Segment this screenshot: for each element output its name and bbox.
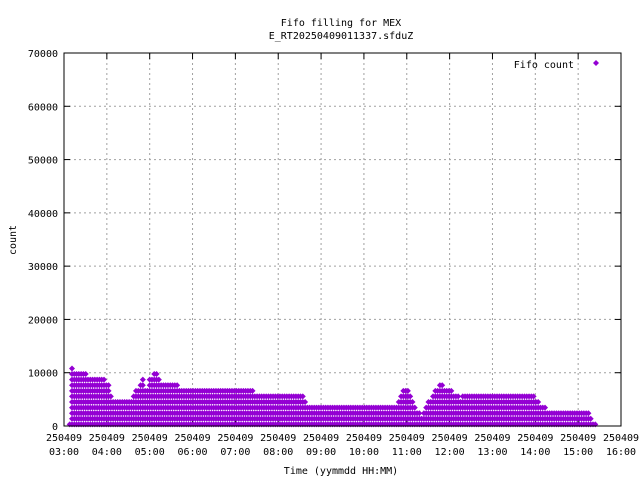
x-tick-label-date: 250409 [432, 433, 468, 444]
data-point [404, 387, 411, 394]
x-tick-label-time: 09:00 [306, 447, 336, 458]
data-point [155, 376, 162, 383]
data-point [153, 371, 160, 378]
data-point [409, 399, 416, 406]
x-tick-label-date: 250409 [517, 433, 553, 444]
y-tick-label: 40000 [28, 209, 58, 220]
data-point [105, 382, 112, 389]
x-tick-label-date: 250409 [346, 433, 382, 444]
chart-title-line2: E_RT20250409011337.sfduZ [269, 31, 414, 42]
legend-marker [593, 60, 599, 66]
data-point [249, 387, 256, 394]
data-point [174, 382, 181, 389]
x-tick-label-date: 250409 [260, 433, 296, 444]
x-tick-label-time: 16:00 [606, 447, 636, 458]
data-point [82, 371, 89, 378]
x-tick-label-time: 11:00 [392, 447, 422, 458]
x-axis-ticks: 25040903:0025040904:0025040905:002504090… [46, 53, 639, 458]
x-tick-label-time: 14:00 [520, 447, 550, 458]
data-point [416, 410, 423, 417]
data-point [411, 404, 418, 411]
data-point [105, 387, 112, 394]
data-point [68, 365, 75, 372]
data-point [299, 393, 306, 400]
data-point [139, 382, 146, 389]
x-tick-label-date: 250409 [603, 433, 639, 444]
data-point [535, 399, 542, 406]
x-tick-label-time: 05:00 [135, 447, 165, 458]
data-point [530, 393, 537, 400]
x-tick-label-time: 15:00 [563, 447, 593, 458]
legend-label: Fifo count [514, 60, 574, 71]
chart-title-line1: Fifo filling for MEX [281, 18, 401, 29]
x-tick-label-date: 250409 [303, 433, 339, 444]
y-tick-label: 50000 [28, 156, 58, 167]
y-tick-label: 70000 [28, 49, 58, 60]
grid-lines [64, 53, 621, 426]
x-tick-label-time: 12:00 [435, 447, 465, 458]
data-point [302, 399, 309, 406]
y-axis-label: count [8, 225, 19, 255]
data-point [542, 404, 549, 411]
x-axis-label: Time (yymmdd HH:MM) [284, 466, 398, 477]
x-tick-label-time: 06:00 [177, 447, 207, 458]
x-tick-label-date: 250409 [217, 433, 253, 444]
y-tick-label: 60000 [28, 102, 58, 113]
data-point [585, 410, 592, 417]
data-points [66, 365, 599, 428]
y-axis-ticks: 0 10000 20000 30000 40000 50000 60000 70000 [28, 49, 621, 433]
x-tick-label-time: 08:00 [263, 447, 293, 458]
data-point [587, 415, 594, 422]
x-tick-label-date: 250409 [174, 433, 210, 444]
x-tick-label-date: 250409 [389, 433, 425, 444]
x-tick-label-time: 10:00 [349, 447, 379, 458]
data-point [439, 382, 446, 389]
x-tick-label-time: 03:00 [49, 447, 79, 458]
data-point [139, 376, 146, 383]
x-tick-label-date: 250409 [89, 433, 125, 444]
plot-frame [63, 52, 622, 427]
x-tick-label-date: 250409 [132, 433, 168, 444]
x-tick-label-time: 13:00 [477, 447, 507, 458]
y-tick-label: 10000 [28, 369, 58, 380]
y-tick-label: 20000 [28, 315, 58, 326]
data-point [455, 393, 462, 400]
data-point [107, 393, 114, 400]
x-tick-label-time: 04:00 [92, 447, 122, 458]
data-point [407, 393, 414, 400]
x-tick-label-date: 250409 [46, 433, 82, 444]
x-tick-label-date: 250409 [560, 433, 596, 444]
data-point [448, 387, 455, 394]
x-tick-label-time: 07:00 [220, 447, 250, 458]
y-tick-label: 30000 [28, 262, 58, 273]
data-point [100, 376, 107, 383]
y-tick-label: 0 [52, 422, 58, 433]
x-tick-label-date: 250409 [474, 433, 510, 444]
